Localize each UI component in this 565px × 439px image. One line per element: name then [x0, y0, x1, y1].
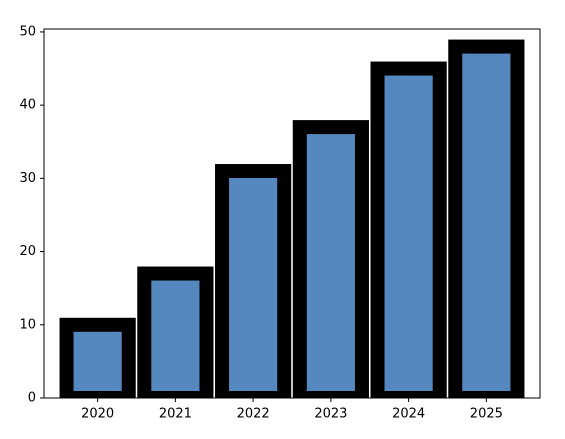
- bar: [370, 61, 447, 398]
- y-tick-label: 0: [28, 391, 36, 406]
- plot-area: [59, 39, 525, 398]
- bar: [137, 266, 214, 398]
- bar: [292, 120, 369, 398]
- x-tick-label: 2021: [159, 407, 192, 422]
- x-tick-label: 2024: [392, 407, 425, 422]
- x-tick-label: 2025: [470, 407, 503, 422]
- y-tick-label: 20: [19, 244, 36, 259]
- x-tick-label: 2023: [314, 407, 347, 422]
- x-tick-label: 2020: [81, 407, 114, 422]
- x-tick-label: 2022: [237, 407, 270, 422]
- bar: [215, 164, 292, 398]
- y-tick-label: 50: [19, 24, 36, 39]
- bar: [448, 39, 525, 398]
- bar: [59, 317, 136, 398]
- axes-frame: [43, 28, 541, 399]
- y-tick-label: 10: [19, 317, 36, 332]
- y-tick-label: 40: [19, 98, 36, 113]
- y-tick-label: 30: [19, 171, 36, 186]
